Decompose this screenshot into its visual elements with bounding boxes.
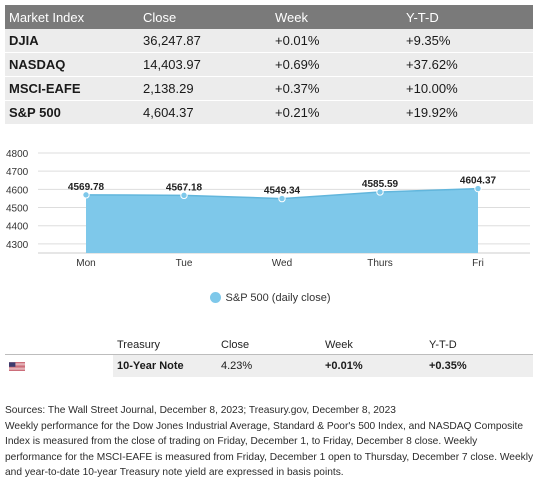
index-ytd: +19.92% <box>402 100 533 125</box>
table-row: NASDAQ 14,403.97 +0.69% +37.62% <box>5 52 533 77</box>
footnotes: Sources: The Wall Street Journal, Decemb… <box>5 403 535 481</box>
legend-swatch <box>209 292 221 303</box>
treasury-name: 10-Year Note <box>113 354 217 377</box>
data-point <box>278 194 286 203</box>
data-point <box>376 188 384 196</box>
y-tick-label: 4500 <box>6 204 29 215</box>
y-tick-label: 4300 <box>6 240 29 251</box>
y-tick-label: 4800 <box>6 149 29 160</box>
y-tick-label: 4600 <box>6 185 29 196</box>
index-ytd: +10.00% <box>402 76 533 101</box>
header-blank <box>5 336 113 355</box>
header-ytd: Y-T-D <box>425 336 533 355</box>
header-close: Close <box>139 5 271 29</box>
index-name: DJIA <box>5 29 139 53</box>
sp500-area-chart: 4300 4400 4500 4600 4700 4800 4569.78 4567.18 45… <box>6 149 530 269</box>
sources-note: Sources: The Wall Street Journal, Decemb… <box>5 405 396 416</box>
index-ytd: +9.35% <box>402 29 533 53</box>
index-close: 2,138.29 <box>139 76 271 101</box>
header-treasury: Treasury <box>113 336 217 355</box>
treasury-ytd: +0.35% <box>425 354 533 377</box>
chart-legend[interactable]: S&P 500 (daily close) <box>0 292 540 304</box>
x-tick-label: Fri <box>472 258 484 269</box>
index-week: +0.37% <box>271 76 402 101</box>
data-label: 4567.18 <box>166 182 203 193</box>
treasury-week: +0.01% <box>321 354 425 377</box>
flag-cell <box>5 354 113 377</box>
data-point <box>474 184 482 193</box>
treasury-close: 4.23% <box>217 354 321 377</box>
index-week: +0.69% <box>271 52 402 77</box>
x-tick-label: Wed <box>272 258 292 269</box>
table-row: S&P 500 4,604.37 +0.21% +19.92% <box>5 100 533 125</box>
data-label: 4604.37 <box>460 176 497 187</box>
x-tick-label: Mon <box>76 258 95 269</box>
index-ytd: +37.62% <box>402 52 533 77</box>
methodology-note: Weekly performance for the Dow Jones Ind… <box>5 420 534 479</box>
data-label: 4585.59 <box>362 179 399 190</box>
table-row: DJIA 36,247.87 +0.01% +9.35% <box>5 29 533 53</box>
index-name: S&P 500 <box>5 100 139 125</box>
us-flag-icon <box>9 361 25 371</box>
x-tick-label: Thurs <box>367 258 393 269</box>
table-row: 10-Year Note 4.23% +0.01% +0.35% <box>5 354 533 377</box>
market-index-table: Market Index Close Week Y-T-D DJIA 36,24… <box>5 5 533 125</box>
header-week: Week <box>321 336 425 355</box>
data-point <box>180 191 188 200</box>
data-label: 4569.78 <box>68 182 105 193</box>
header-week: Week <box>271 5 402 29</box>
y-tick-label: 4400 <box>6 222 29 233</box>
table-row: MSCI-EAFE 2,138.29 +0.37% +10.00% <box>5 76 533 101</box>
index-week: +0.01% <box>271 29 402 53</box>
data-label: 4549.34 <box>264 186 301 197</box>
series-area <box>86 188 478 253</box>
index-close: 36,247.87 <box>139 29 271 53</box>
index-close: 4,604.37 <box>139 100 271 125</box>
market-table-header: Market Index Close Week Y-T-D <box>5 5 533 29</box>
index-week: +0.21% <box>271 100 402 125</box>
header-ytd: Y-T-D <box>402 5 533 29</box>
data-point <box>82 191 90 199</box>
header-close: Close <box>217 336 321 355</box>
index-name: NASDAQ <box>5 52 139 77</box>
y-tick-label: 4700 <box>6 167 29 178</box>
index-close: 14,403.97 <box>139 52 271 77</box>
header-market-index: Market Index <box>5 5 139 29</box>
treasury-table-header: Treasury Close Week Y-T-D <box>5 336 533 355</box>
index-name: MSCI-EAFE <box>5 76 139 101</box>
treasury-table: Treasury Close Week Y-T-D <box>5 336 533 377</box>
x-tick-label: Tue <box>176 258 193 269</box>
legend-label: S&P 500 (daily close) <box>225 292 331 304</box>
